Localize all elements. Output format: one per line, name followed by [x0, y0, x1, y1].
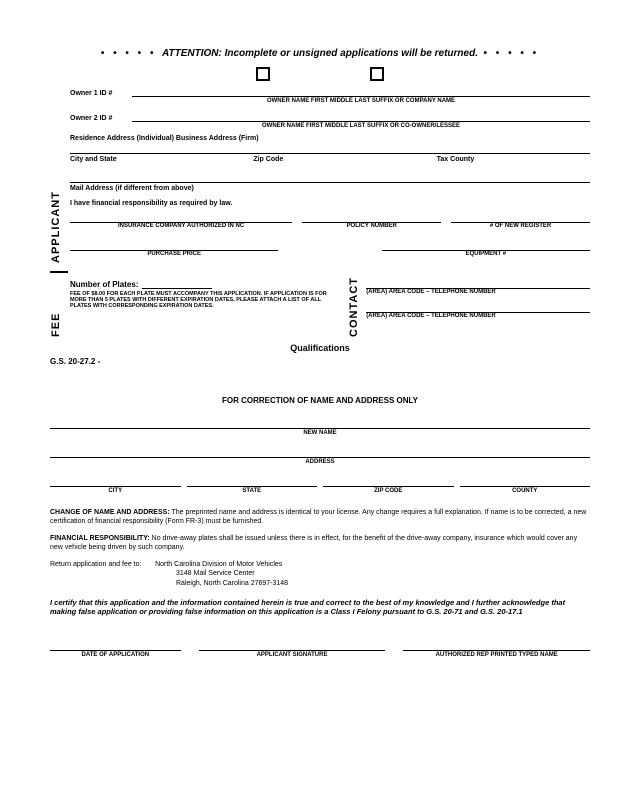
sig-date-line[interactable] [50, 637, 181, 651]
purch-line[interactable] [70, 239, 278, 251]
sig-applicant-label: APPLICANT SIGNATURE [199, 652, 386, 658]
city-line[interactable] [70, 171, 590, 183]
mail-label: Mail Address (if different from above) [70, 185, 590, 192]
owner1-line[interactable] [132, 85, 590, 97]
fee-label: FEE [50, 277, 62, 337]
owner2-label: Owner 2 ID # [70, 115, 132, 122]
corr-zip-label: ZIP CODE [323, 488, 454, 494]
ins-label: INSURANCE COMPANY AUTHORIZED IN NC [70, 223, 292, 229]
resaddr-label: Residence Address (Individual) Business … [70, 135, 590, 142]
return-address: Return application and fee to: North Car… [50, 560, 590, 587]
corr-addr-label: ADDRESS [50, 459, 590, 465]
contact-label: CONTACT [348, 277, 360, 337]
corr-addr-line[interactable] [50, 446, 590, 458]
equip-label: EQUIPMENT # [382, 251, 590, 257]
certification: I certify that this application and the … [50, 598, 590, 618]
corr-state-label: STATE [187, 488, 318, 494]
sig-applicant-line[interactable] [199, 637, 386, 651]
correction-title: FOR CORRECTION OF NAME AND ADDRESS ONLY [50, 396, 590, 405]
corr-city-label: CITY [50, 488, 181, 494]
resaddr-line[interactable] [70, 142, 590, 154]
owner1-label: Owner 1 ID # [70, 90, 132, 97]
nightphone-line[interactable] [366, 301, 590, 313]
reg-label: # OF NEW REGISTER [451, 223, 590, 229]
zip-label: Zip Code [253, 156, 406, 163]
equip-line[interactable] [382, 239, 590, 251]
corr-zip-line[interactable] [323, 475, 454, 487]
corr-name-label: NEW NAME [50, 430, 590, 436]
corr-county-label: COUNTY [460, 488, 591, 494]
corr-city-line[interactable] [50, 475, 181, 487]
corr-county-line[interactable] [460, 475, 591, 487]
checkbox-1[interactable] [256, 67, 270, 81]
corr-state-line[interactable] [187, 475, 318, 487]
owner2-sublabel: OWNER NAME FIRST MIDDLE LAST SUFFIX OR C… [132, 123, 590, 129]
city-label: City and State [70, 156, 223, 163]
sig-rep-label: AUTHORIZED REP PRINTED TYPED NAME [403, 652, 590, 658]
fin-para: FINANCIAL RESPONSIBILITY: No drive-away … [50, 534, 590, 552]
nplates-line[interactable] [142, 277, 212, 289]
corr-name-line[interactable] [50, 417, 590, 429]
dayphone-label: (AREA) AREA CODE – TELEPHONE NUMBER [366, 289, 590, 295]
qual-title: Qualifications [50, 343, 590, 353]
nightphone-label: (AREA) AREA CODE – TELEPHONE NUMBER [366, 313, 590, 319]
purch-label: PURCHASE PRICE [70, 251, 278, 257]
dayphone-line[interactable] [366, 277, 590, 289]
change-para: CHANGE OF NAME AND ADDRESS: The preprint… [50, 508, 590, 526]
applicant-label: APPLICANT [50, 85, 62, 263]
owner1-sublabel: OWNER NAME FIRST MIDDLE LAST SUFFIX OR C… [132, 98, 590, 104]
sig-rep-line[interactable] [403, 637, 590, 651]
sig-date-label: DATE OF APPLICATION [50, 652, 181, 658]
nplates-label: Number of Plates: [70, 280, 138, 289]
ins-line[interactable] [70, 211, 292, 223]
policy-line[interactable] [302, 211, 441, 223]
checkbox-2[interactable] [370, 67, 384, 81]
fee-text: FEE OF $8.00 FOR EACH PLATE MUST ACCOMPA… [70, 291, 340, 309]
gs-ref: G.S. 20-27.2 - [50, 357, 590, 366]
attention-banner: • • • • • ATTENTION: Incomplete or unsig… [50, 48, 590, 59]
finresp-text: I have financial responsibility as requi… [70, 200, 590, 207]
policy-label: POLICY NUMBER [302, 223, 441, 229]
owner2-line[interactable] [132, 110, 590, 122]
section-divider [50, 271, 68, 273]
reg-line[interactable] [451, 211, 590, 223]
county-label: Tax County [437, 156, 590, 163]
